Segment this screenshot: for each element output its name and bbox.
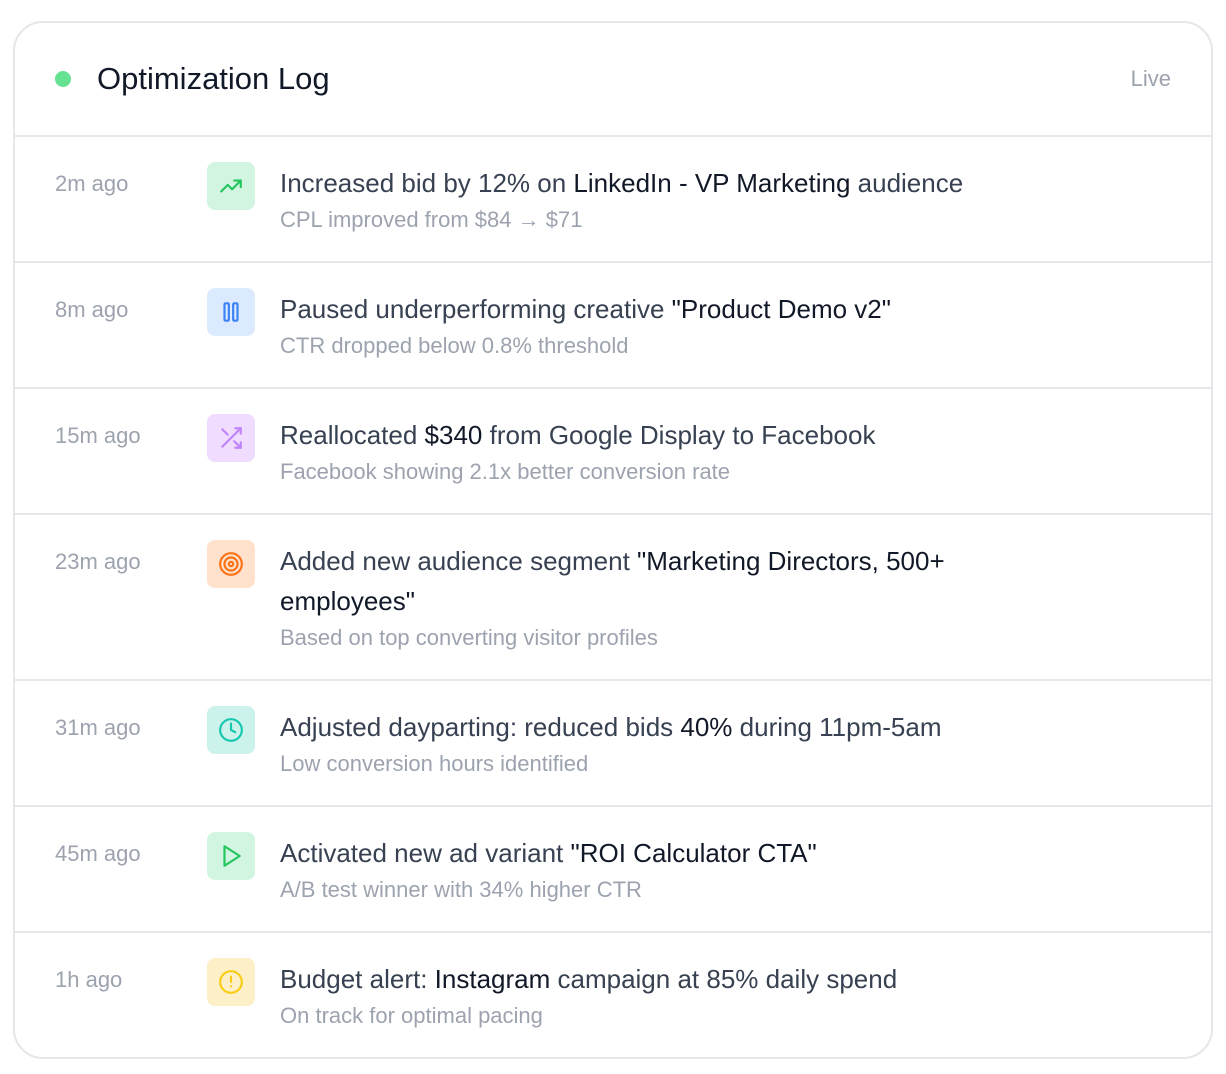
entry-body: Reallocated $340 from Google Display to …: [280, 415, 1211, 513]
entry-message: Paused underperforming creative "Product…: [280, 289, 1061, 329]
play-icon: [223, 845, 241, 867]
entry-timestamp: 1h ago: [55, 967, 123, 992]
message-text: Budget alert:: [280, 964, 435, 994]
entry-timestamp: 2m ago: [55, 171, 129, 196]
pause-icon: [223, 302, 239, 322]
log-entry: 31m ago Adjusted dayparting: reduced bid…: [15, 681, 1211, 807]
entry-message: Budget alert: Instagram campaign at 85% …: [280, 959, 1061, 999]
entry-detail: Facebook showing 2.1x better conversion …: [280, 459, 731, 484]
entry-icon-badge: [207, 540, 255, 588]
log-entry: 45m ago Activated new ad variant "ROI Ca…: [15, 807, 1211, 933]
entry-timestamp: 31m ago: [55, 715, 141, 740]
shuffle-icon: [221, 427, 242, 449]
live-status-label: Live: [1130, 66, 1171, 91]
entry-timestamp: 15m ago: [55, 423, 141, 448]
message-highlight: Instagram: [434, 964, 551, 994]
entry-message: Increased bid by 12% on LinkedIn - VP Ma…: [280, 163, 1061, 203]
entry-icon-badge: [207, 414, 255, 462]
live-status-dot: [55, 71, 71, 87]
optimization-log-card: Optimization Log Live 2m ago Increased b…: [13, 21, 1213, 1059]
entry-body: Added new audience segment "Marketing Di…: [280, 541, 1211, 679]
log-entry: 1h ago Budget alert: Instagram campaign …: [15, 933, 1211, 1057]
message-highlight: "Product Demo v2": [671, 294, 891, 324]
entry-body: Activated new ad variant "ROI Calculator…: [280, 833, 1211, 931]
entry-icon-badge: [207, 958, 255, 1006]
message-text: Activated new ad variant: [280, 838, 571, 868]
log-entry: 8m ago Paused underperforming creative "…: [15, 263, 1211, 389]
message-highlight: "Marketing Directors, 500+ employees": [280, 546, 945, 616]
entry-message: Activated new ad variant "ROI Calculator…: [280, 833, 1061, 873]
card-header: Optimization Log Live: [15, 23, 1211, 137]
entry-timestamp: 45m ago: [55, 841, 141, 866]
entry-detail: On track for optimal pacing: [280, 1003, 543, 1028]
entry-detail: Low conversion hours identified: [280, 751, 589, 776]
message-text: from Google Display to Facebook: [482, 420, 876, 450]
message-text: Reallocated: [280, 420, 425, 450]
entry-detail: CTR dropped below 0.8% threshold: [280, 333, 629, 358]
log-entry: 2m ago Increased bid by 12% on LinkedIn …: [15, 137, 1211, 263]
entry-detail: A/B test winner with 34% higher CTR: [280, 877, 642, 902]
message-highlight: 40%: [680, 712, 733, 742]
message-text: Increased bid by 12% on: [280, 168, 574, 198]
entry-icon-badge: [207, 706, 255, 754]
alert-circle-icon: [219, 970, 243, 994]
entry-body: Increased bid by 12% on LinkedIn - VP Ma…: [280, 163, 1211, 261]
entry-message: Reallocated $340 from Google Display to …: [280, 415, 1061, 455]
entry-detail: CPL improved from $84 → $71: [280, 207, 583, 232]
entry-body: Budget alert: Instagram campaign at 85% …: [280, 959, 1211, 1057]
entry-message: Adjusted dayparting: reduced bids 40% du…: [280, 707, 1061, 747]
log-entry: 15m ago Reallocated $340 from Google Dis…: [15, 389, 1211, 515]
message-text: Adjusted dayparting: reduced bids: [280, 712, 681, 742]
entry-message: Added new audience segment "Marketing Di…: [280, 541, 1061, 621]
target-icon: [219, 552, 243, 576]
entry-timestamp: 23m ago: [55, 549, 141, 574]
entry-body: Adjusted dayparting: reduced bids 40% du…: [280, 707, 1211, 805]
message-text: audience: [850, 168, 964, 198]
entry-icon-badge: [207, 162, 255, 210]
message-highlight: $340: [424, 420, 483, 450]
trending-up-icon: [220, 179, 242, 193]
message-text: Paused underperforming creative: [280, 294, 672, 324]
entry-timestamp: 8m ago: [55, 297, 129, 322]
entry-detail: Based on top converting visitor profiles: [280, 625, 658, 650]
message-text: campaign at 85% daily spend: [550, 964, 898, 994]
message-highlight: "ROI Calculator CTA": [570, 838, 817, 868]
card-title: Optimization Log: [97, 61, 330, 96]
log-list: 2m ago Increased bid by 12% on LinkedIn …: [15, 137, 1211, 1057]
message-highlight: LinkedIn - VP Marketing: [573, 168, 851, 198]
message-text: during 11pm-5am: [732, 712, 942, 742]
entry-body: Paused underperforming creative "Product…: [280, 289, 1211, 387]
clock-icon: [219, 718, 243, 742]
entry-icon-badge: [207, 288, 255, 336]
entry-icon-badge: [207, 832, 255, 880]
message-text: Added new audience segment: [280, 546, 638, 576]
log-entry: 23m ago Added new audience segment "Mark…: [15, 515, 1211, 681]
